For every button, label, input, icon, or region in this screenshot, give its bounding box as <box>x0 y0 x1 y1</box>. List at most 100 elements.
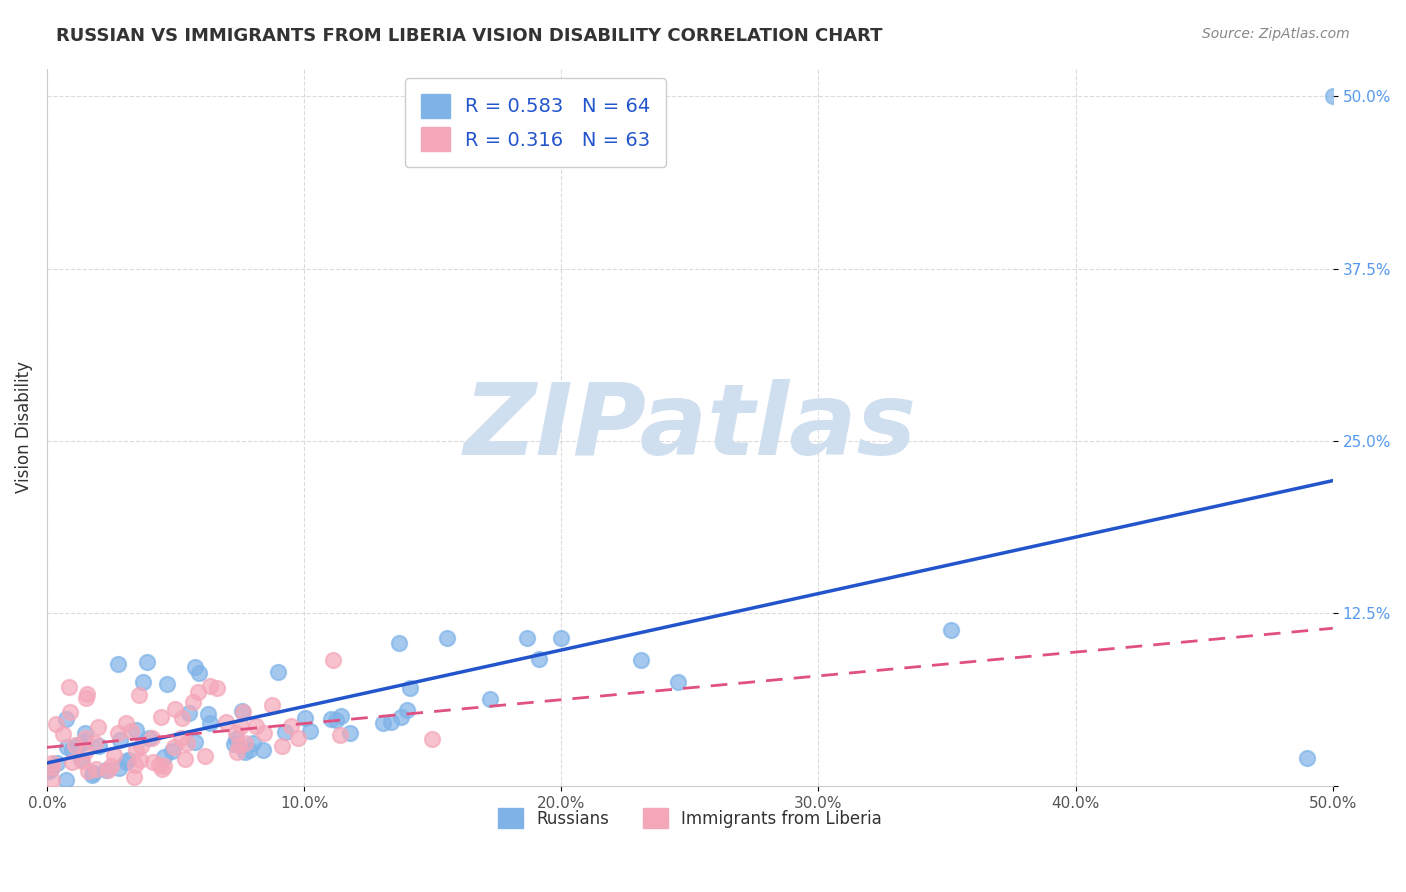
Point <box>70 754 93 768</box>
Point <box>436 631 458 645</box>
Point <box>73 731 96 746</box>
Point <box>274 725 297 739</box>
Point <box>142 755 165 769</box>
Point <box>58 705 80 719</box>
Point <box>122 770 145 784</box>
Point <box>55 712 77 726</box>
Point <box>225 745 247 759</box>
Point <box>75 691 97 706</box>
Point <box>141 731 163 746</box>
Point <box>245 719 267 733</box>
Point <box>232 705 254 719</box>
Point <box>162 743 184 757</box>
Point <box>299 723 322 738</box>
Point <box>82 768 104 782</box>
Point <box>266 665 288 679</box>
Point <box>107 657 129 671</box>
Point <box>330 709 353 723</box>
Point <box>41 772 63 787</box>
Point <box>110 733 132 747</box>
Point <box>132 674 155 689</box>
Point <box>153 750 176 764</box>
Point <box>117 753 139 767</box>
Point <box>187 685 209 699</box>
Point <box>187 665 209 680</box>
Point <box>252 743 274 757</box>
Point <box>550 631 572 645</box>
Point <box>198 679 221 693</box>
Point <box>115 756 138 770</box>
Point <box>389 710 412 724</box>
Point <box>39 762 62 776</box>
Point <box>125 723 148 738</box>
Point <box>399 681 422 695</box>
Point <box>325 713 347 727</box>
Point <box>388 636 411 650</box>
Point <box>173 751 195 765</box>
Point <box>229 719 252 733</box>
Point <box>1322 89 1344 103</box>
Point <box>222 737 245 751</box>
Point <box>45 756 67 770</box>
Point <box>76 687 98 701</box>
Point <box>380 715 402 730</box>
Point <box>169 731 191 745</box>
Point <box>55 772 77 787</box>
Point <box>67 738 90 752</box>
Y-axis label: Vision Disability: Vision Disability <box>15 361 32 493</box>
Point <box>1296 751 1319 765</box>
Point <box>177 706 200 720</box>
Point <box>128 688 150 702</box>
Point <box>82 766 104 780</box>
Point <box>529 652 551 666</box>
Point <box>41 756 63 771</box>
Point <box>515 632 537 646</box>
Point <box>215 714 238 729</box>
Point <box>420 731 443 746</box>
Point <box>76 764 98 778</box>
Point <box>135 656 157 670</box>
Point <box>60 743 83 757</box>
Point <box>73 726 96 740</box>
Point <box>124 757 146 772</box>
Point <box>172 711 194 725</box>
Point <box>58 680 80 694</box>
Point <box>100 758 122 772</box>
Point <box>115 715 138 730</box>
Point <box>128 753 150 767</box>
Point <box>38 764 60 778</box>
Point <box>395 703 418 717</box>
Point <box>60 755 83 769</box>
Point <box>138 731 160 745</box>
Point <box>322 653 344 667</box>
Point <box>96 763 118 777</box>
Point <box>666 674 689 689</box>
Point <box>197 706 219 721</box>
Point <box>63 739 86 753</box>
Point <box>231 704 253 718</box>
Point <box>176 736 198 750</box>
Point <box>148 758 170 772</box>
Point <box>97 764 120 778</box>
Point <box>41 760 63 774</box>
Point <box>225 731 247 746</box>
Point <box>69 752 91 766</box>
Point <box>271 739 294 754</box>
Point <box>321 712 343 726</box>
Text: Source: ZipAtlas.com: Source: ZipAtlas.com <box>1202 27 1350 41</box>
Point <box>181 695 204 709</box>
Point <box>194 749 217 764</box>
Point <box>184 660 207 674</box>
Point <box>75 745 97 759</box>
Point <box>107 726 129 740</box>
Point <box>103 747 125 762</box>
Point <box>233 745 256 759</box>
Point <box>373 716 395 731</box>
Point <box>260 698 283 712</box>
Point <box>242 736 264 750</box>
Point <box>52 727 75 741</box>
Point <box>89 739 111 754</box>
Point <box>165 702 187 716</box>
Point <box>183 735 205 749</box>
Point <box>233 736 256 750</box>
